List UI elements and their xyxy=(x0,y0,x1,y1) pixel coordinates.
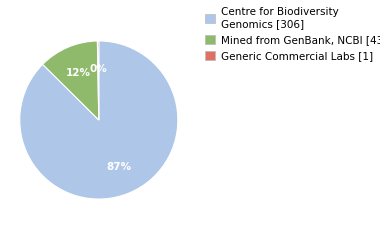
Wedge shape xyxy=(43,41,99,120)
Text: 87%: 87% xyxy=(106,162,131,172)
Text: 12%: 12% xyxy=(66,68,91,78)
Text: 0%: 0% xyxy=(89,64,107,74)
Wedge shape xyxy=(97,41,99,120)
Legend: Centre for Biodiversity
Genomics [306], Mined from GenBank, NCBI [43], Generic C: Centre for Biodiversity Genomics [306], … xyxy=(203,5,380,63)
Wedge shape xyxy=(20,41,178,199)
